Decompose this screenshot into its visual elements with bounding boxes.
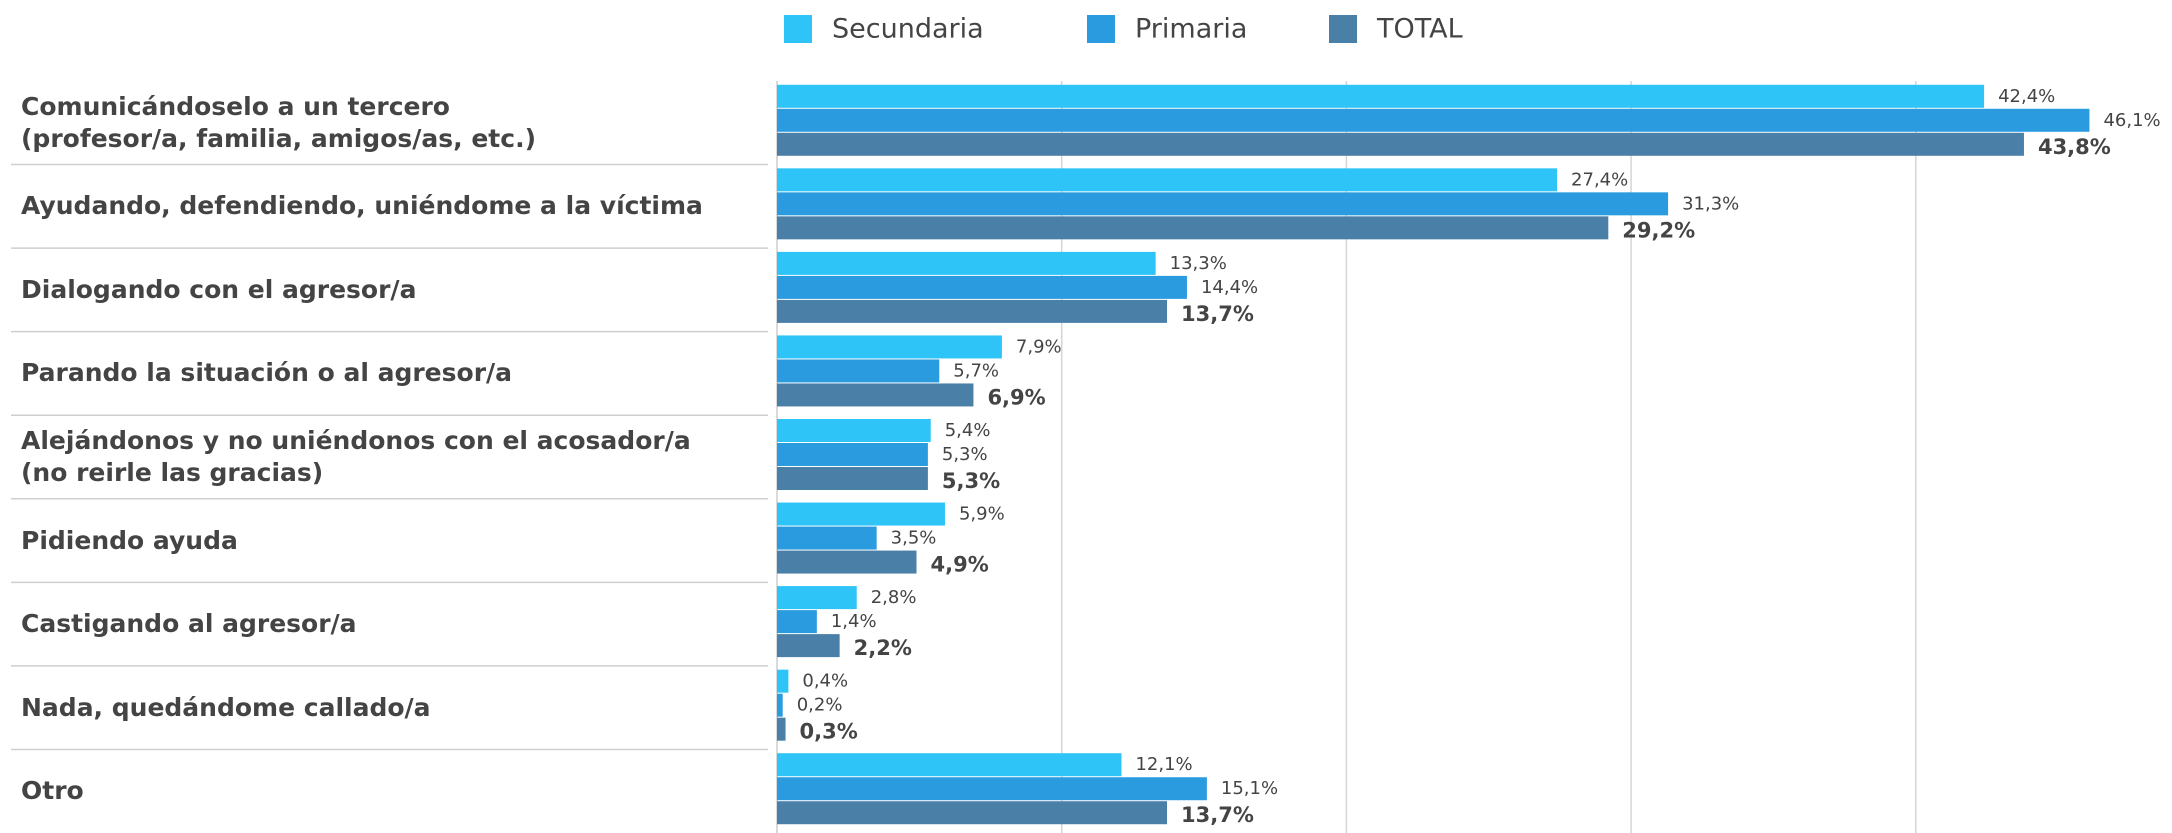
value-label: 43,8% bbox=[2038, 135, 2111, 159]
bar bbox=[777, 693, 783, 717]
bar bbox=[777, 634, 840, 658]
value-label: 12,1% bbox=[1135, 754, 1192, 775]
bar bbox=[777, 753, 1122, 777]
category-label: Nada, quedándome callado/a bbox=[21, 692, 431, 722]
value-label: 7,9% bbox=[1016, 336, 1062, 357]
bar bbox=[777, 443, 928, 466]
bar bbox=[777, 251, 1156, 275]
bar bbox=[777, 467, 928, 490]
value-label: 5,7% bbox=[953, 360, 999, 381]
category-label: Pidiendo ayuda bbox=[21, 525, 238, 555]
legend-swatch bbox=[784, 15, 812, 43]
value-label: 46,1% bbox=[2103, 110, 2160, 131]
bar bbox=[777, 610, 817, 634]
value-label: 31,3% bbox=[1682, 193, 1739, 214]
bar bbox=[777, 132, 2024, 156]
bar bbox=[777, 777, 1207, 801]
value-label: 27,4% bbox=[1571, 169, 1628, 190]
legend-swatch bbox=[1329, 15, 1357, 43]
category-label: Castigando al agresor/a bbox=[21, 609, 357, 639]
value-label: 0,4% bbox=[802, 671, 848, 692]
bar bbox=[777, 419, 931, 442]
bar bbox=[777, 108, 2090, 132]
bar bbox=[777, 84, 1985, 108]
value-label: 0,2% bbox=[797, 695, 843, 716]
bar bbox=[777, 717, 786, 741]
value-label: 5,9% bbox=[959, 504, 1005, 525]
bar bbox=[777, 216, 1609, 240]
value-label: 13,3% bbox=[1170, 253, 1227, 274]
value-label: 13,7% bbox=[1181, 302, 1254, 326]
value-label: 5,4% bbox=[945, 420, 991, 441]
bar bbox=[777, 502, 945, 526]
legend-swatch bbox=[1087, 15, 1115, 43]
bar bbox=[777, 526, 877, 550]
bar bbox=[777, 299, 1168, 323]
category-label: Comunicándoselo a un tercero (profesor/a… bbox=[21, 91, 536, 153]
category-label: Ayudando, defendiendo, uniéndome a la ví… bbox=[21, 191, 703, 221]
value-label: 13,7% bbox=[1181, 803, 1254, 827]
value-label: 42,4% bbox=[1998, 86, 2055, 107]
category-label: Dialogando con el agresor/a bbox=[21, 274, 417, 304]
value-label: 5,3% bbox=[942, 444, 988, 465]
bar bbox=[777, 335, 1002, 359]
bar bbox=[777, 168, 1558, 192]
value-label: 29,2% bbox=[1622, 218, 1695, 242]
value-label: 15,1% bbox=[1221, 778, 1278, 799]
category-label: Parando la situación o al agresor/a bbox=[21, 358, 513, 388]
category-label: Otro bbox=[21, 776, 84, 806]
legend-label: TOTAL bbox=[1376, 14, 1463, 45]
value-label: 2,8% bbox=[871, 587, 917, 608]
value-label: 1,4% bbox=[831, 611, 877, 632]
value-label: 14,4% bbox=[1201, 277, 1258, 298]
bar bbox=[777, 669, 789, 693]
bar bbox=[777, 586, 857, 610]
bar bbox=[777, 801, 1168, 825]
bar bbox=[777, 550, 917, 574]
value-label: 2,2% bbox=[854, 636, 912, 660]
legend-label: Secundaria bbox=[832, 14, 984, 45]
bar bbox=[777, 192, 1669, 216]
value-label: 0,3% bbox=[800, 720, 858, 744]
bar bbox=[777, 359, 940, 383]
value-label: 3,5% bbox=[891, 528, 937, 549]
value-label: 4,9% bbox=[931, 553, 989, 577]
bar bbox=[777, 383, 974, 407]
value-label: 5,3% bbox=[942, 469, 1000, 493]
category-label: Alejándonos y no uniéndonos con el acosa… bbox=[21, 425, 691, 487]
value-label: 6,9% bbox=[987, 385, 1045, 409]
legend-label: Primaria bbox=[1135, 14, 1247, 45]
bar bbox=[777, 275, 1187, 299]
